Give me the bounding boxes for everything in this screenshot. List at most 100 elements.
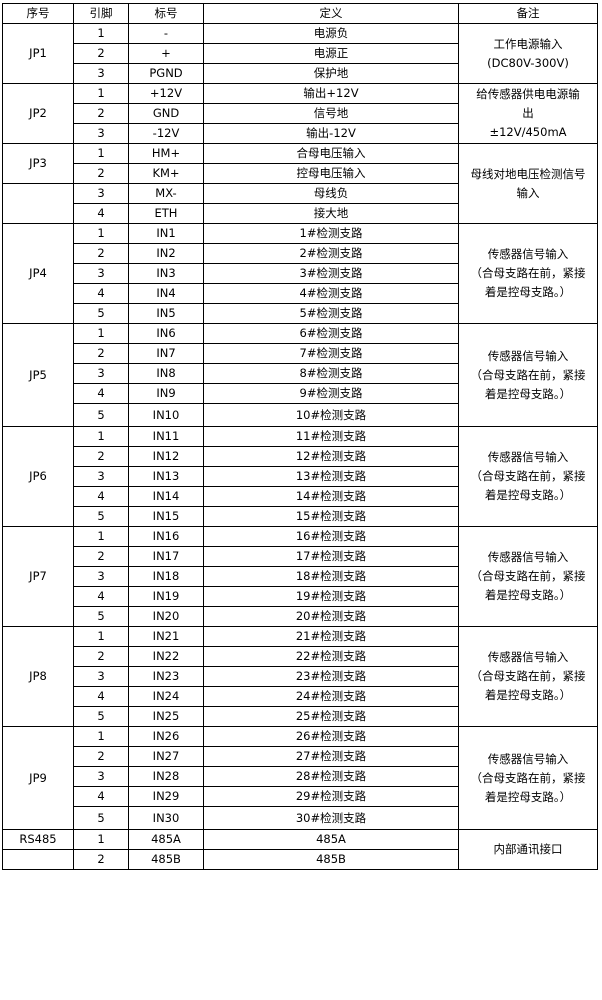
pin-definition: 9#检测支路 xyxy=(203,383,459,404)
remark: 传感器信号输入 （合母支路在前，紧接 着是控母支路。） xyxy=(458,223,598,324)
remark-line: ±12V/450mA xyxy=(489,125,567,139)
remark-line: 着是控母支路。） xyxy=(484,789,572,804)
remark: 内部通讯接口 xyxy=(458,829,598,870)
table-row: 4 IN4 4#检测支路 xyxy=(3,283,598,304)
pin-label: IN28 xyxy=(128,766,204,787)
remark-line: 内部通讯接口 xyxy=(493,842,563,856)
pin-definition: 18#检测支路 xyxy=(203,566,459,587)
remark-line: 着是控母支路。） xyxy=(484,588,572,602)
pin-definition: 8#检测支路 xyxy=(203,363,459,384)
pin-label: IN21 xyxy=(128,626,204,647)
pin-definition: 电源正 xyxy=(203,43,459,64)
pin-definition: 22#检测支路 xyxy=(203,646,459,667)
pin-label: IN2 xyxy=(128,243,204,264)
pin-label: IN29 xyxy=(128,786,204,807)
pin-number: 4 xyxy=(73,383,129,404)
pin-number: 2 xyxy=(73,746,129,767)
pin-definition: 3#检测支路 xyxy=(203,263,459,284)
remark: 传感器信号输入 （合母支路在前，紧接 着是控母支路。） xyxy=(458,626,598,727)
pin-definition: 1#检测支路 xyxy=(203,223,459,244)
connector-id: JP3 xyxy=(2,143,74,184)
pin-number: 3 xyxy=(73,363,129,384)
remark-line: 传感器信号输入 xyxy=(487,247,569,261)
table-row: 4 IN29 29#检测支路 xyxy=(3,786,598,807)
connector-id: JP7 xyxy=(2,526,74,627)
pin-number: 1 xyxy=(73,223,129,244)
pin-number: 5 xyxy=(73,706,129,727)
pin-label: IN4 xyxy=(128,283,204,304)
header-remark: 备注 xyxy=(458,3,598,24)
pin-label: +12V xyxy=(128,83,204,104)
table-row: 5 IN25 25#检测支路 xyxy=(3,706,598,727)
pin-definition: 信号地 xyxy=(203,103,459,124)
remark-line: （合母支路在前，紧接 xyxy=(470,266,586,280)
pin-number: 4 xyxy=(73,586,129,607)
pin-definition: 输出+12V xyxy=(203,83,459,104)
remark-line: 传感器信号输入 xyxy=(487,348,569,363)
pin-definition: 10#检测支路 xyxy=(203,403,459,427)
pin-label: IN15 xyxy=(128,506,204,527)
table-row: 4 ETH 接大地 xyxy=(3,203,598,224)
table-row: 3 IN13 13#检测支路 xyxy=(3,466,598,487)
pin-number: 5 xyxy=(73,806,129,830)
pin-label: IN10 xyxy=(128,403,204,427)
table-row: 2 IN17 17#检测支路 xyxy=(3,546,598,567)
table-row: 5 IN20 20#检测支路 xyxy=(3,606,598,627)
remark-line: 传感器信号输入 xyxy=(487,550,569,564)
pin-label: IN22 xyxy=(128,646,204,667)
pin-definition: 输出-12V xyxy=(203,123,459,144)
pin-number: 1 xyxy=(73,83,129,104)
remark: 工作电源输入 (DC80V-300V) xyxy=(458,23,598,84)
pin-label: - xyxy=(128,23,204,44)
table-row: JP2 1 +12V 输出+12V 给传感器供电电源输出 ±12V/450mA xyxy=(2,83,598,144)
remark-line: 母线对地电压检测信号 xyxy=(470,166,586,181)
pin-definition: 28#检测支路 xyxy=(203,766,459,787)
pin-label: IN13 xyxy=(128,466,204,487)
table-row: 3 IN28 28#检测支路 xyxy=(3,766,598,787)
pin-number: 1 xyxy=(73,426,129,447)
header-row: 序号 引脚 标号 定义 备注 xyxy=(2,3,598,24)
pin-label: IN27 xyxy=(128,746,204,767)
pin-number: 2 xyxy=(73,103,129,124)
pin-label: IN7 xyxy=(128,343,204,364)
table-row: 4 IN19 19#检测支路 xyxy=(3,586,598,607)
pin-definition: 15#检测支路 xyxy=(203,506,459,527)
pin-label: 485B xyxy=(128,849,204,870)
pin-definition: 14#检测支路 xyxy=(203,486,459,507)
pin-number: 3 xyxy=(73,766,129,787)
remark: 传感器信号输入 （合母支路在前，紧接 着是控母支路。） xyxy=(458,323,598,427)
table-row: 5 IN30 30#检测支路 xyxy=(3,806,598,830)
remark-line: （合母支路在前，紧接 xyxy=(470,469,586,483)
pin-label: HM+ xyxy=(128,143,204,164)
table-row: 3 IN23 23#检测支路 xyxy=(3,666,598,687)
pin-definition: 13#检测支路 xyxy=(203,466,459,487)
table-row: 4 IN14 14#检测支路 xyxy=(3,486,598,507)
pin-number: 3 xyxy=(73,666,129,687)
table-row: 2 GND 信号地 xyxy=(3,103,598,124)
pin-number: 1 xyxy=(73,726,129,747)
remark-line: （合母支路在前，紧接 xyxy=(470,669,586,683)
pin-definition: 4#检测支路 xyxy=(203,283,459,304)
remark-line: 给传感器供电电源输 xyxy=(476,87,580,101)
pin-number: 5 xyxy=(73,303,129,324)
table-row: 2 IN7 7#检测支路 xyxy=(3,343,598,364)
pin-number: 5 xyxy=(73,506,129,527)
pin-label: IN18 xyxy=(128,566,204,587)
pin-definition: 26#检测支路 xyxy=(203,726,459,747)
pin-definition: 19#检测支路 xyxy=(203,586,459,607)
connector-id: JP2 xyxy=(2,83,74,144)
pin-label: IN23 xyxy=(128,666,204,687)
pin-definition: 29#检测支路 xyxy=(203,786,459,807)
pin-number: 2 xyxy=(73,849,129,870)
table-row: 2 IN12 12#检测支路 xyxy=(3,446,598,467)
remark: 传感器信号输入 （合母支路在前，紧接 着是控母支路。） xyxy=(458,426,598,527)
pin-number: 2 xyxy=(73,343,129,364)
pin-label: IN8 xyxy=(128,363,204,384)
pin-label: MX- xyxy=(128,183,204,204)
pin-label: IN5 xyxy=(128,303,204,324)
pin-number: 4 xyxy=(73,203,129,224)
pin-number: 1 xyxy=(73,526,129,547)
pin-label: IN24 xyxy=(128,686,204,707)
connector-id xyxy=(2,849,74,870)
remark-line: 传感器信号输入 xyxy=(487,450,569,464)
